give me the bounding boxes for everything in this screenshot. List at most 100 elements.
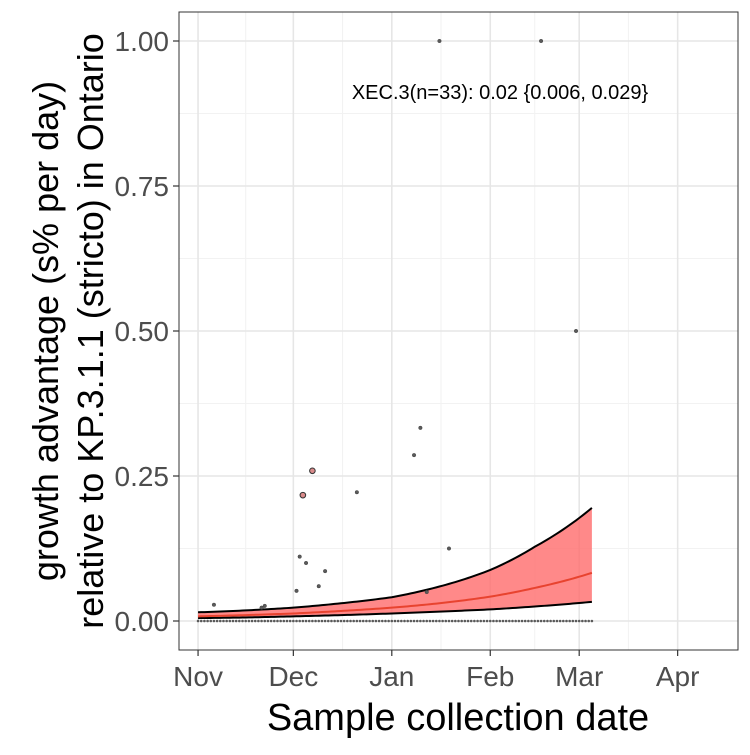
zero-data-point xyxy=(276,619,279,623)
zero-data-point xyxy=(269,619,273,623)
zero-data-point xyxy=(536,619,540,623)
zero-data-point xyxy=(225,619,228,623)
zero-data-point xyxy=(333,619,336,623)
data-point xyxy=(354,490,359,495)
data-point xyxy=(412,453,417,458)
zero-data-point xyxy=(393,619,397,623)
zero-data-point xyxy=(463,619,467,623)
data-point xyxy=(297,554,302,559)
y-axis-title-line-2: relative to KP.3.1.1 (stricto) in Ontari… xyxy=(70,33,111,629)
zero-data-point xyxy=(409,619,413,623)
data-point xyxy=(294,588,299,593)
zero-data-point xyxy=(241,619,244,623)
zero-data-point xyxy=(466,619,470,623)
zero-data-point xyxy=(479,619,483,623)
zero-data-point xyxy=(374,619,378,623)
zero-data-point xyxy=(555,619,559,623)
x-tick-label: Apr xyxy=(656,661,700,692)
zero-data-point xyxy=(301,619,305,623)
zero-data-point xyxy=(400,619,403,623)
annotation-label: XEC.3(n=33): 0.02 {0.006, 0.029} xyxy=(352,82,649,104)
zero-data-point xyxy=(508,619,511,623)
zero-data-point xyxy=(307,619,311,623)
zero-data-point xyxy=(495,619,498,623)
zero-data-point xyxy=(469,619,473,623)
zero-data-point xyxy=(523,619,527,623)
x-tick-label: Nov xyxy=(173,661,223,692)
y-tick-label: 0.25 xyxy=(115,461,170,492)
lower-bound-line xyxy=(198,600,592,620)
zero-data-point xyxy=(431,619,435,623)
zero-data-point xyxy=(549,619,552,623)
zero-data-point xyxy=(371,619,375,623)
zero-data-point xyxy=(215,619,219,623)
zero-data-point xyxy=(365,619,368,623)
zero-data-point xyxy=(542,619,546,623)
zero-data-point xyxy=(501,619,505,623)
confidence-band-area xyxy=(198,507,592,619)
upper-bound-line xyxy=(198,507,593,614)
data-points xyxy=(196,39,594,623)
zero-data-point xyxy=(460,619,463,623)
zero-data-point xyxy=(444,619,448,623)
zero-data-point xyxy=(476,619,479,623)
zero-data-point xyxy=(292,619,295,623)
zero-data-point xyxy=(304,619,308,623)
y-tick-label: 0.50 xyxy=(115,316,170,347)
zero-data-point xyxy=(346,619,349,623)
zero-data-point xyxy=(342,619,346,623)
y-axis-title-line-1: growth advantage (s% per day) xyxy=(25,81,66,581)
zero-data-point xyxy=(336,619,340,623)
zero-data-point xyxy=(298,619,301,623)
data-point xyxy=(259,605,264,610)
zero-data-point xyxy=(384,619,387,623)
zero-data-point xyxy=(222,619,225,623)
zero-data-point xyxy=(539,619,543,623)
x-tick-label: Feb xyxy=(466,661,514,692)
axes: 0.00 0.25 0.50 0.75 1.00 Nov Dec Jan Feb Mar Apr xyxy=(115,26,700,692)
zero-data-point xyxy=(238,619,241,623)
data-point xyxy=(299,491,307,499)
data-point xyxy=(437,39,442,44)
zero-data-point xyxy=(355,619,359,623)
zero-data-point xyxy=(244,619,247,623)
y-tick-label: 0.75 xyxy=(115,171,170,202)
zero-data-point xyxy=(260,619,263,623)
zero-data-point xyxy=(454,619,457,623)
zero-data-point xyxy=(574,619,578,623)
data-point xyxy=(309,467,316,475)
zero-data-point xyxy=(212,619,216,623)
zero-data-point xyxy=(517,619,521,623)
grid-lines xyxy=(179,12,738,650)
zero-data-point xyxy=(498,619,502,623)
zero-data-point xyxy=(434,619,438,623)
zero-data-point xyxy=(482,619,486,623)
zero-data-point xyxy=(250,619,254,623)
data-point xyxy=(316,584,321,589)
zero-data-point xyxy=(339,619,343,623)
zero-data-point xyxy=(520,619,524,623)
zero-data-point xyxy=(530,619,533,623)
zero-data-point xyxy=(450,619,454,623)
zero-data-point xyxy=(326,619,330,623)
zero-data-point xyxy=(368,619,371,623)
zero-data-point xyxy=(295,619,298,623)
zero-data-point xyxy=(406,619,409,623)
zero-data-point xyxy=(234,619,238,623)
zero-data-point xyxy=(562,619,565,623)
data-point xyxy=(418,425,423,430)
zero-data-point xyxy=(209,619,213,623)
zero-data-point xyxy=(253,619,257,623)
zero-data-point xyxy=(527,619,530,623)
zero-data-point xyxy=(380,619,384,623)
zero-data-point xyxy=(514,619,517,623)
zero-data-point xyxy=(352,619,355,623)
zero-data-point xyxy=(485,619,489,623)
zero-data-point xyxy=(311,619,314,623)
data-point xyxy=(539,39,544,44)
zero-data-point xyxy=(320,619,324,623)
zero-data-point xyxy=(403,619,406,623)
